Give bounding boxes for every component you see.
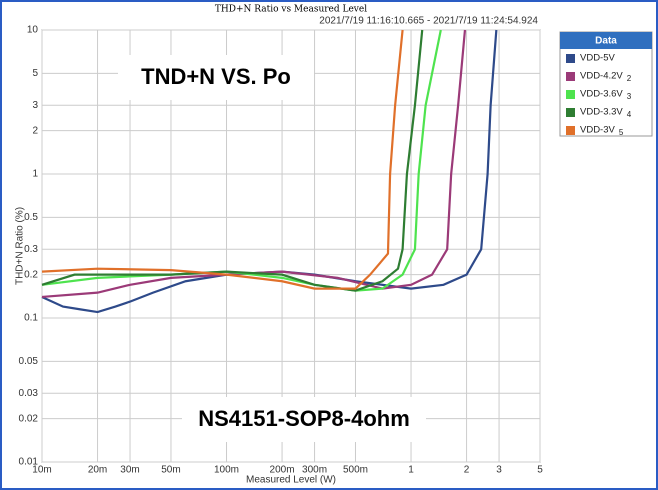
y-tick-label: 0.02 (19, 413, 39, 424)
x-tick-label: 200m (270, 465, 295, 476)
x-axis-label: Measured Level (W) (246, 475, 336, 486)
y-tick-label: 3 (32, 100, 38, 111)
annotation-box (118, 55, 314, 100)
legend-swatch (566, 126, 575, 135)
legend-label: VDD-3.6V (580, 89, 623, 100)
x-tick-label: 100m (214, 465, 239, 476)
lines (41, 29, 498, 314)
x-tick-label: 30m (120, 465, 139, 476)
x-tick-label: 1 (408, 465, 414, 476)
y-tick-label: 10 (27, 25, 39, 36)
x-tick-label: 500m (343, 465, 368, 476)
x-tick-label: 10m (32, 465, 51, 476)
legend-header (560, 32, 652, 49)
x-tick-label: 20m (88, 465, 107, 476)
x-tick-label: 3 (496, 465, 502, 476)
legend-index: 3 (627, 92, 632, 101)
legend-title: Data (595, 36, 617, 47)
legend-swatch (566, 54, 575, 63)
y-axis-label: THD+N Ratio (%) (15, 207, 26, 285)
series-line (41, 29, 404, 290)
legend-label: VDD-3V (580, 125, 616, 136)
y-tick-label: 0.5 (24, 212, 38, 223)
chart-title: THD+N Ratio vs Measured Level (215, 5, 367, 15)
x-tick-label: 300m (302, 465, 327, 476)
legend-swatch (566, 108, 575, 117)
y-tick-label: 0.03 (19, 388, 39, 399)
chart-subtitle: 2021/7/19 11:16:10.665 - 2021/7/19 11:24… (319, 16, 538, 27)
legend-index: 2 (627, 74, 632, 83)
legend: Data VDD-5V VDD-4.2V 2 VDD-3.6V 3 VDD-3.3V 4 VD… (559, 31, 653, 137)
legend-index: 5 (619, 128, 624, 137)
y-tick-label: 0.05 (19, 356, 39, 367)
legend-swatch (566, 90, 575, 99)
legend-label: VDD-3.3V (580, 107, 623, 118)
y-tick-label: 1 (32, 169, 38, 180)
legend-box (559, 31, 653, 137)
x-tick-label: 50m (161, 465, 180, 476)
annotation: TND+N VS. Po (141, 64, 291, 89)
y-tick-label: 5 (32, 68, 38, 79)
legend-index: 4 (627, 110, 632, 119)
annotation-box (182, 397, 426, 442)
legend-label: VDD-5V (580, 53, 616, 64)
x-tick-label: 5 (537, 465, 543, 476)
y-tick-label: 0.01 (19, 457, 39, 468)
legend-swatch (566, 72, 575, 81)
y-tick-label: 2 (32, 125, 38, 136)
grid (41, 29, 541, 463)
y-tick-label: 0.2 (24, 269, 38, 280)
annotation: NS4151-SOP8-4ohm (198, 406, 410, 431)
legend-label: VDD-4.2V (580, 71, 623, 82)
y-tick-label: 0.1 (24, 313, 38, 324)
x-tick-label: 2 (464, 465, 470, 476)
plot-area (41, 29, 541, 463)
y-tick-label: 0.3 (24, 244, 38, 255)
series-line (41, 29, 424, 292)
